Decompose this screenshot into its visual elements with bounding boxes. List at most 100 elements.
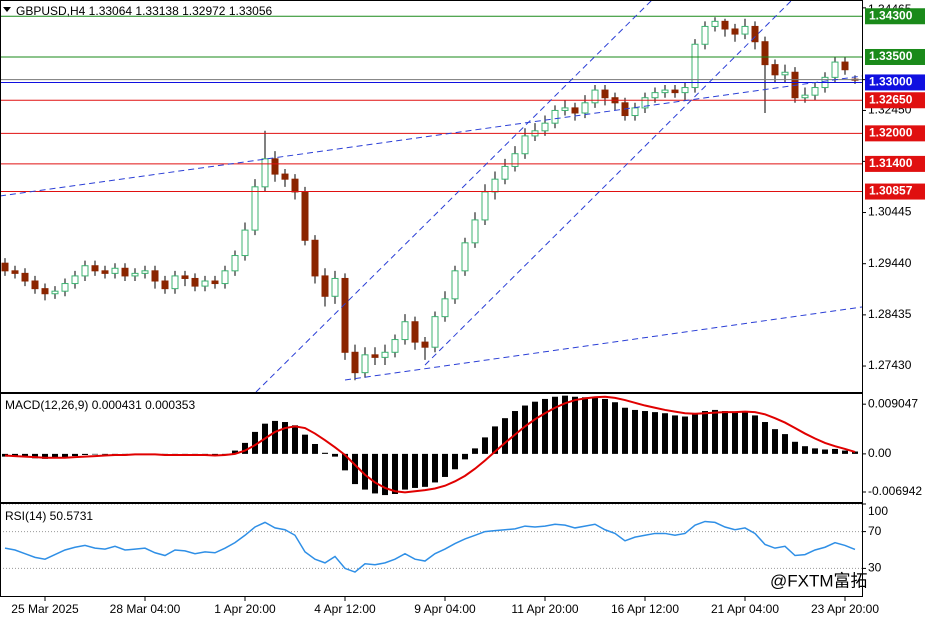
macd-bar (372, 453, 378, 494)
candle-body (471, 219, 479, 244)
macd-bar (232, 450, 238, 454)
macd-bar (102, 453, 108, 455)
candle-body (811, 87, 819, 96)
candle-body (271, 158, 279, 175)
trend-line (0, 75, 863, 197)
macd-bar (622, 407, 628, 454)
candle-body (261, 158, 269, 188)
candle-body (251, 186, 259, 231)
signal-line (4, 395, 856, 494)
macd-bar (522, 405, 528, 454)
y-tick-label: 1.30445 (868, 205, 912, 219)
candle-body (681, 87, 689, 94)
candle-body (211, 280, 219, 285)
candle-body (491, 178, 499, 193)
candle-body (131, 272, 139, 277)
candle-body (231, 255, 239, 272)
candle-body (561, 107, 569, 111)
candle-body (601, 89, 609, 99)
macd-bar (852, 451, 858, 454)
candle-body (111, 267, 119, 274)
macd-bar (602, 398, 608, 454)
candle-body (281, 173, 289, 180)
candle-body (91, 265, 99, 272)
y-tick-label: 1.27430 (868, 358, 912, 372)
candle-body (721, 20, 729, 30)
candle-body (671, 89, 679, 94)
x-tick-label: 23 Apr 20:00 (811, 602, 879, 616)
y-tick-label: 30 (868, 561, 882, 575)
macd-bar (382, 453, 388, 496)
macd-bar (72, 453, 78, 457)
macd-bar (732, 412, 738, 454)
candle-body (741, 25, 749, 35)
collapse-icon[interactable] (3, 7, 11, 12)
macd-bar (322, 452, 328, 454)
candle-body (731, 28, 739, 35)
candle-body (341, 277, 349, 353)
candle-body (771, 64, 779, 76)
x-tick-label: 25 Mar 2025 (11, 602, 79, 616)
candle-body (441, 298, 449, 318)
candle-body (371, 354, 379, 358)
x-tick-label: 4 Apr 12:00 (314, 602, 376, 616)
candle-body (141, 270, 149, 274)
y-tick-label: 1.28435 (868, 307, 912, 321)
macd-bar (672, 415, 678, 454)
candle-body (521, 135, 529, 155)
macd-bar (42, 453, 48, 459)
candle-body (541, 122, 549, 132)
macd-bar (292, 425, 298, 454)
macd-bar (542, 398, 548, 454)
macd-bar (362, 453, 368, 490)
candle-body (151, 270, 159, 282)
candle-body (171, 275, 179, 290)
macd-bar (442, 453, 448, 477)
macd-bar (572, 396, 578, 454)
candle-body (751, 25, 759, 43)
rsi-line (4, 520, 856, 573)
candle-body (351, 351, 359, 374)
macd-bar (62, 453, 68, 458)
candle-body (641, 97, 649, 109)
level-label: 1.33500 (869, 49, 913, 63)
level-label: 1.31400 (869, 156, 913, 170)
level-label: 1.33000 (869, 75, 913, 89)
macd-bar (252, 431, 258, 454)
macd-bar (422, 453, 428, 487)
candle-body (61, 283, 69, 292)
candle-body (501, 165, 509, 180)
candle-body (381, 351, 389, 358)
macd-bar (742, 411, 748, 454)
macd-bar (302, 434, 308, 454)
macd-title: MACD(12,26,9) 0.000431 0.000353 (5, 398, 195, 412)
macd-bar (502, 418, 508, 454)
level-label-box (865, 74, 925, 91)
plot-layer: 1.344651.330551.324501.314501.304451.294… (0, 2, 925, 616)
macd-bar (562, 395, 568, 454)
candle-body (81, 265, 89, 277)
macd-bar (22, 453, 28, 458)
macd-bar (472, 448, 478, 454)
candle-body (511, 153, 519, 167)
macd-bar (712, 409, 718, 454)
candle-body (401, 321, 409, 341)
x-tick-label: 1 Apr 20:00 (214, 602, 276, 616)
macd-bar (402, 453, 408, 490)
macd-bar (82, 453, 88, 455)
macd-bar (282, 422, 288, 454)
macd-bar (492, 426, 498, 454)
candle-body (241, 229, 249, 257)
candle-body (391, 339, 399, 353)
candle-body (1, 262, 9, 272)
macd-bar (582, 397, 588, 454)
candle-body (41, 288, 49, 295)
level-label: 1.32650 (869, 92, 913, 106)
candle-body (201, 280, 209, 287)
candle-body (781, 71, 789, 76)
candle-body (361, 354, 369, 374)
macd-bar (662, 413, 668, 454)
macd-bar (812, 448, 818, 454)
macd-bar (802, 446, 808, 454)
